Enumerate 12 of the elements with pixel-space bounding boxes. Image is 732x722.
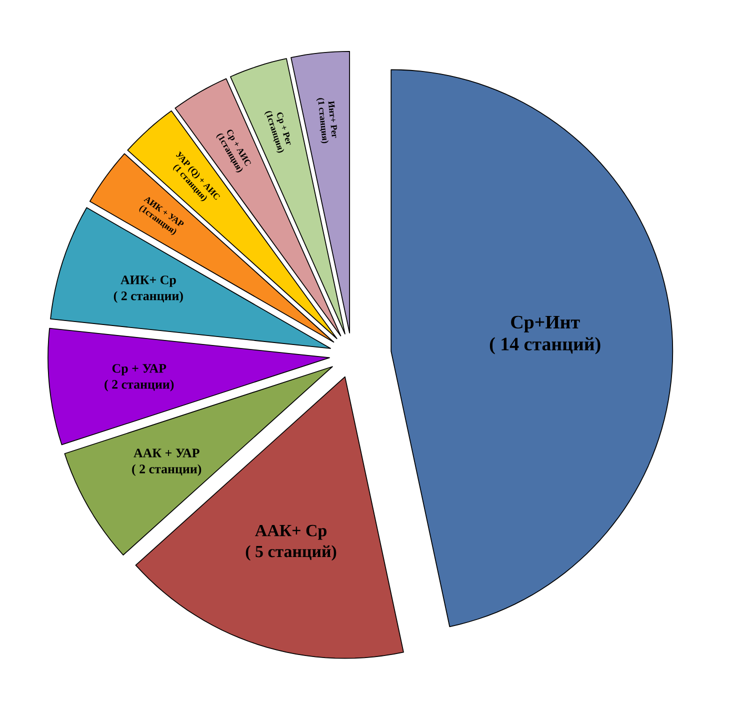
slice-label: Ср+Инт [511,316,580,332]
data-label: ( 5 станций) [246,545,336,561]
data-label: ( 2 станции) [104,380,174,392]
data-label: ( 14 станций) [490,337,600,354]
data-label: ( 2 станции) [114,291,183,303]
slice-label: ААК+ Ср [255,524,326,540]
slice-label: АИК+ Ср [120,276,176,287]
slice-label: Ср + УАР [112,364,166,376]
data-label: ( 2 станции) [132,464,202,476]
slice-label: Инт+ Рег [328,100,337,138]
slice-label: ААК + УАР [134,448,200,458]
data-label: (1 станция) [316,98,329,144]
